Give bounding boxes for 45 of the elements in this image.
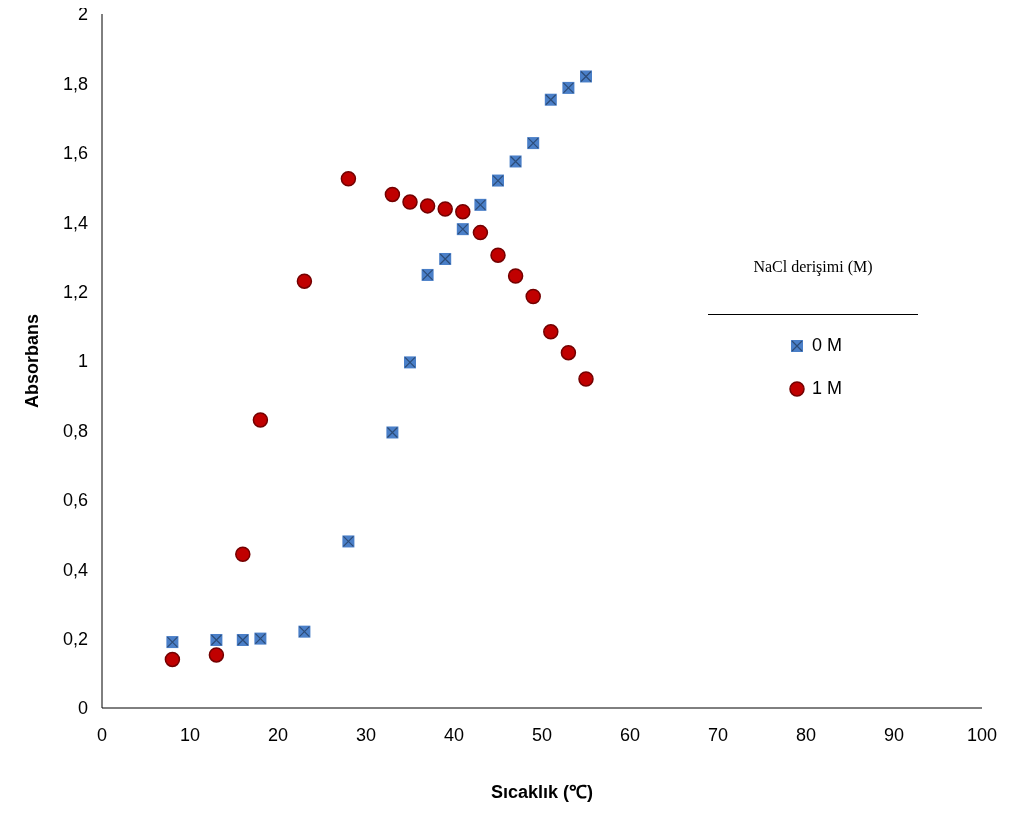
x-tick-label: 20 xyxy=(267,724,289,745)
point xyxy=(384,186,401,203)
legend-label: 1 M xyxy=(811,378,843,399)
y-tick-label: 0 xyxy=(77,698,88,719)
point xyxy=(525,288,541,305)
x-tick-label: 30 xyxy=(355,724,377,745)
x-tick-label: 100 xyxy=(966,724,998,745)
x-tick-label: 40 xyxy=(443,724,465,745)
point xyxy=(472,224,489,241)
x-tick-label: 50 xyxy=(531,724,553,745)
point xyxy=(419,198,436,214)
y-axis-title: Absorbans xyxy=(22,313,43,409)
x-tick-label: 70 xyxy=(707,724,729,745)
point xyxy=(455,204,471,220)
point xyxy=(437,201,453,217)
y-tick-label: 1 xyxy=(77,351,88,372)
y-tick-label: 0,2 xyxy=(62,628,88,649)
y-tick-label: 1,2 xyxy=(62,281,88,302)
x-tick-label: 90 xyxy=(883,724,905,745)
y-tick-label: 1,6 xyxy=(62,143,88,164)
x-tick-label: 0 xyxy=(96,724,108,745)
point xyxy=(507,268,524,284)
point xyxy=(402,194,418,210)
point xyxy=(252,412,269,428)
x-axis-title: Sıcaklık (℃) xyxy=(490,782,594,802)
point xyxy=(490,247,506,263)
point xyxy=(208,647,225,663)
point xyxy=(164,651,181,668)
point xyxy=(340,171,357,187)
y-tick-label: 0,8 xyxy=(62,420,88,441)
legend-label: 0 M xyxy=(811,335,843,356)
y-tick-label: 1,4 xyxy=(62,212,88,233)
point xyxy=(578,371,594,387)
y-tick-label: 0,6 xyxy=(62,490,88,511)
legend-title: NaCl derişimi (M) xyxy=(752,258,874,278)
point xyxy=(296,273,313,289)
y-tick-label: 2 xyxy=(77,4,88,25)
point xyxy=(235,546,251,563)
x-tick-label: 60 xyxy=(619,724,641,745)
x-tick-label: 80 xyxy=(795,724,817,745)
point xyxy=(560,344,577,361)
point xyxy=(543,324,559,340)
y-tick-label: 1,8 xyxy=(62,73,88,94)
y-tick-label: 0,4 xyxy=(62,559,88,580)
x-tick-label: 10 xyxy=(179,724,201,745)
